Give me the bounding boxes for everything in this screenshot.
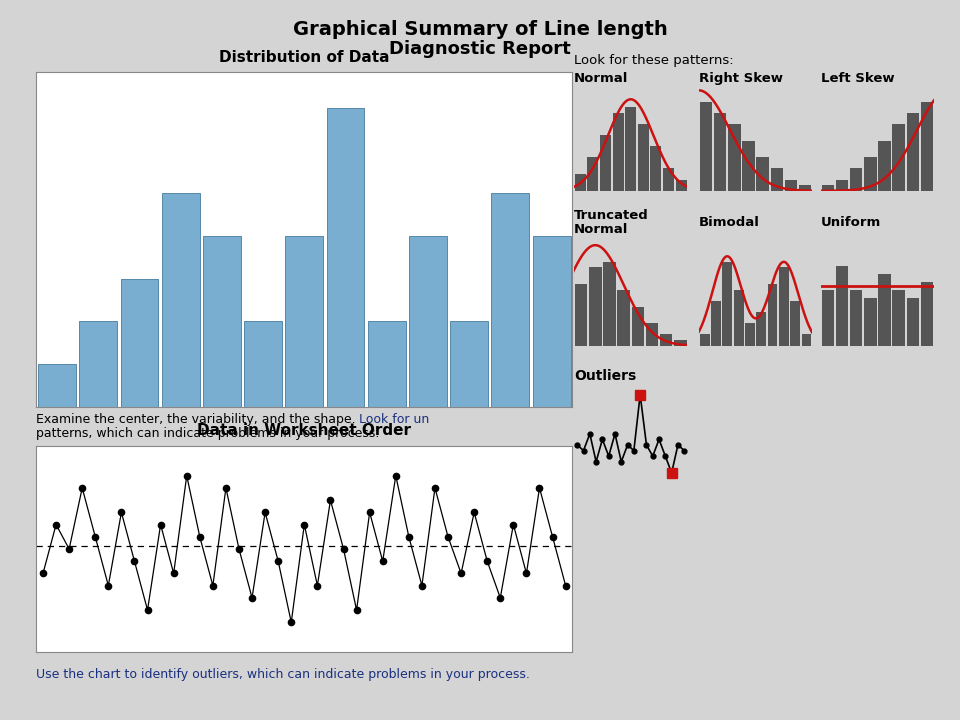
Bar bbox=[745, 323, 755, 346]
Bar bbox=[822, 185, 834, 191]
Bar bbox=[674, 340, 686, 346]
Bar bbox=[784, 179, 797, 191]
Text: Examine the center, the variability, and the shape.: Examine the center, the variability, and… bbox=[36, 413, 360, 426]
Text: Bimodal: Bimodal bbox=[699, 216, 759, 229]
Bar bbox=[728, 124, 740, 191]
Text: Uniform: Uniform bbox=[821, 216, 881, 229]
Text: Graphical Summary of Line length: Graphical Summary of Line length bbox=[293, 20, 667, 39]
Bar bbox=[637, 124, 649, 191]
Bar bbox=[676, 179, 686, 191]
Bar bbox=[203, 236, 241, 407]
Bar bbox=[790, 301, 800, 346]
Bar bbox=[660, 334, 672, 346]
Bar bbox=[822, 289, 834, 346]
Bar bbox=[802, 334, 811, 346]
Text: patterns, which can indicate problems in your process.: patterns, which can indicate problems in… bbox=[36, 427, 380, 440]
Bar bbox=[575, 174, 586, 191]
Bar bbox=[733, 289, 743, 346]
Bar bbox=[625, 107, 636, 191]
Bar bbox=[864, 157, 876, 191]
Bar bbox=[600, 135, 612, 191]
Bar bbox=[850, 289, 862, 346]
Bar bbox=[326, 108, 365, 407]
Bar bbox=[921, 102, 933, 191]
Bar bbox=[771, 168, 783, 191]
Bar bbox=[878, 274, 891, 346]
Text: Outliers: Outliers bbox=[574, 369, 636, 382]
Bar bbox=[722, 262, 732, 346]
Bar bbox=[80, 321, 117, 407]
Bar bbox=[589, 267, 602, 346]
Text: Look for these patterns:: Look for these patterns: bbox=[574, 54, 733, 67]
Bar bbox=[836, 266, 849, 346]
Text: Truncated: Truncated bbox=[574, 209, 649, 222]
Text: Data in Worksheet Order: Data in Worksheet Order bbox=[198, 423, 411, 438]
Bar bbox=[161, 193, 200, 407]
Bar bbox=[632, 307, 644, 346]
Bar bbox=[121, 279, 158, 407]
Bar bbox=[650, 146, 661, 191]
Bar bbox=[756, 312, 766, 346]
Bar bbox=[368, 321, 406, 407]
Bar bbox=[646, 323, 659, 346]
Bar bbox=[921, 282, 933, 346]
Bar bbox=[38, 364, 76, 407]
Text: Normal: Normal bbox=[574, 223, 629, 236]
Text: Distribution of Data: Distribution of Data bbox=[219, 50, 390, 65]
Text: Look for un: Look for un bbox=[359, 413, 429, 426]
Bar bbox=[285, 236, 324, 407]
Bar bbox=[906, 298, 919, 346]
Bar bbox=[533, 236, 570, 407]
Text: Right Skew: Right Skew bbox=[699, 72, 783, 85]
Bar bbox=[700, 334, 709, 346]
Bar bbox=[864, 298, 876, 346]
Text: Use the chart to identify outliers, which can indicate problems in your process.: Use the chart to identify outliers, whic… bbox=[36, 668, 530, 681]
Bar bbox=[588, 157, 598, 191]
Bar bbox=[575, 284, 588, 346]
Bar bbox=[756, 157, 769, 191]
Bar bbox=[492, 193, 529, 407]
Bar bbox=[603, 262, 615, 346]
Bar bbox=[850, 168, 862, 191]
Bar bbox=[714, 113, 727, 191]
Bar bbox=[700, 102, 712, 191]
Bar bbox=[663, 168, 674, 191]
Bar bbox=[779, 267, 789, 346]
Bar bbox=[409, 236, 447, 407]
Bar bbox=[742, 140, 755, 191]
Bar bbox=[617, 289, 630, 346]
Bar bbox=[893, 124, 905, 191]
Text: Diagnostic Report: Diagnostic Report bbox=[389, 40, 571, 58]
Bar bbox=[836, 179, 849, 191]
Bar bbox=[711, 301, 721, 346]
Bar bbox=[893, 289, 905, 346]
Bar bbox=[878, 140, 891, 191]
Bar bbox=[768, 284, 778, 346]
Bar bbox=[450, 321, 488, 407]
Text: Normal: Normal bbox=[574, 72, 629, 85]
Bar bbox=[244, 321, 282, 407]
Bar bbox=[612, 113, 624, 191]
Text: Left Skew: Left Skew bbox=[821, 72, 895, 85]
Bar bbox=[799, 185, 811, 191]
Bar bbox=[906, 113, 919, 191]
